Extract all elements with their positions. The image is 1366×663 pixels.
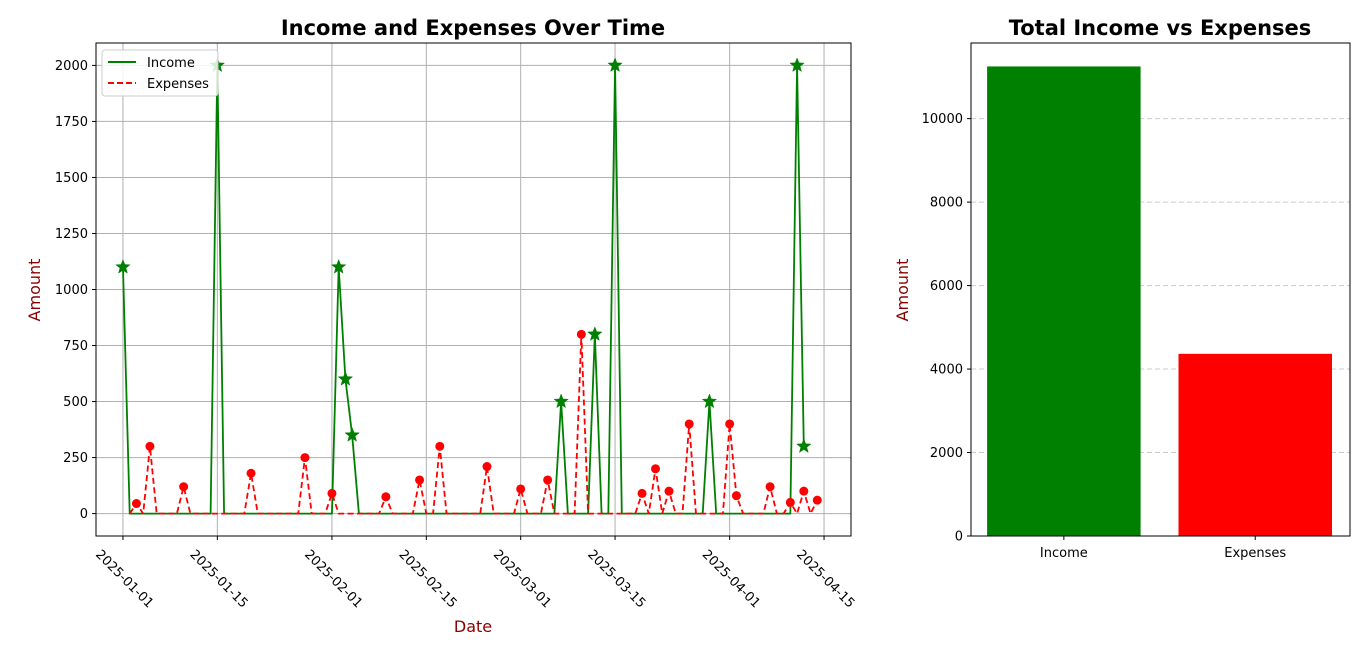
line-chart-y-tick-label: 500: [63, 395, 88, 410]
line-chart-legend: Income Expenses: [101, 49, 219, 97]
line-chart-y-tick-label: 750: [63, 339, 88, 354]
expenses-point: [435, 441, 445, 451]
expenses-point: [543, 475, 553, 485]
line-chart-x-tick-label: 2025-01-15: [187, 547, 251, 611]
income-point: [607, 57, 623, 73]
line-chart-title: Income and Expenses Over Time: [281, 16, 665, 40]
bar-chart-y-tick-label: 8000: [930, 196, 963, 211]
expenses-point: [145, 441, 155, 451]
line-chart-x-tick-label: 2025-04-15: [793, 547, 857, 611]
expenses-point: [651, 464, 661, 474]
expenses-point: [246, 468, 256, 478]
income-point: [796, 438, 812, 454]
expenses-point: [637, 488, 647, 498]
bar-chart-y-tick-label: 0: [955, 530, 963, 545]
income-point: [553, 393, 569, 409]
line-chart-y-tick-label: 1750: [55, 115, 88, 130]
expenses-point: [327, 488, 337, 498]
legend-income-label: Income: [147, 56, 195, 71]
line-chart-plot-area: [115, 57, 822, 515]
line-chart-x-tick-label: 2025-03-15: [584, 547, 648, 611]
line-chart-y-tick-label: 0: [80, 507, 88, 522]
line-chart-x-tick-label: 2025-02-01: [301, 547, 365, 611]
line-chart-y-tick-label: 2000: [55, 59, 88, 74]
line-chart-x-tick-label: 2025-01-01: [92, 547, 156, 611]
expenses-point: [765, 482, 775, 492]
bar-chart-y-tick-label: 10000: [922, 112, 963, 127]
expenses-point: [785, 497, 795, 507]
line-chart-x-ticks: 2025-01-01 2025-01-15 2025-02-01 2025-02-15…: [92, 536, 857, 611]
line-chart-x-tick-label: 2025-04-01: [699, 547, 763, 611]
expenses-point: [482, 462, 492, 472]
expenses-point: [576, 329, 586, 339]
expenses-bar: [1178, 353, 1332, 536]
income-point: [587, 326, 603, 341]
expenses-point: [731, 491, 741, 501]
income-bar: [987, 66, 1141, 537]
expenses-point: [300, 453, 310, 463]
expenses-point: [684, 419, 694, 429]
line-chart-x-tick-label: 2025-02-15: [395, 547, 459, 611]
expenses-point: [179, 482, 189, 492]
line-chart-y-ticks: 0 250 500 750 1000 1250 1500 1750 2000: [55, 59, 96, 522]
line-chart-y-axis-label: Amount: [25, 259, 44, 322]
bar-chart-y-tick-label: 4000: [930, 363, 963, 378]
income-point: [330, 258, 347, 274]
bar-chart-y-axis-label: Amount: [893, 259, 912, 322]
bar-chart-title: Total Income vs Expenses: [1009, 16, 1312, 40]
expenses-point: [415, 475, 425, 485]
bar-chart-x-tick-label: Expenses: [1224, 546, 1286, 561]
expenses-point: [381, 492, 391, 502]
expenses-point: [664, 486, 674, 496]
line-chart-grid: [96, 43, 851, 536]
line-chart-x-tick-label: 2025-03-01: [490, 547, 554, 611]
bar-chart-y-tick-label: 2000: [930, 446, 963, 461]
income-point: [789, 57, 805, 73]
bar-chart-frame: [970, 42, 1351, 537]
line-chart: Income and Expenses Over Time 0 250 500 750…: [25, 16, 857, 636]
line-chart-y-tick-label: 250: [63, 451, 88, 466]
line-chart-y-tick-label: 1250: [55, 227, 88, 242]
bar-chart-y-tick-label: 6000: [930, 279, 963, 294]
bar-chart-x-tick-label: Income: [1040, 546, 1088, 561]
expenses-point: [812, 495, 822, 505]
income-point: [337, 370, 354, 386]
income-point: [701, 393, 718, 409]
bar-chart-x-ticks: Income Expenses: [1040, 536, 1286, 561]
line-chart-y-tick-label: 1000: [55, 283, 88, 298]
expenses-point: [131, 499, 141, 509]
bar-chart-y-ticks: 0 2000 4000 6000 8000 10000: [922, 112, 971, 545]
expenses-point: [799, 486, 809, 496]
income-point: [115, 258, 131, 274]
expenses-point: [516, 484, 526, 494]
line-chart-y-tick-label: 1500: [55, 171, 88, 186]
income-point: [344, 426, 360, 442]
line-chart-x-axis-label: Date: [454, 617, 492, 636]
legend-expenses-label: Expenses: [147, 77, 209, 92]
expenses-point: [725, 419, 735, 429]
bar-chart: Total Income vs Expenses 0 2000 4000 6000 80…: [893, 16, 1351, 561]
bar-chart-bars: [987, 66, 1332, 537]
